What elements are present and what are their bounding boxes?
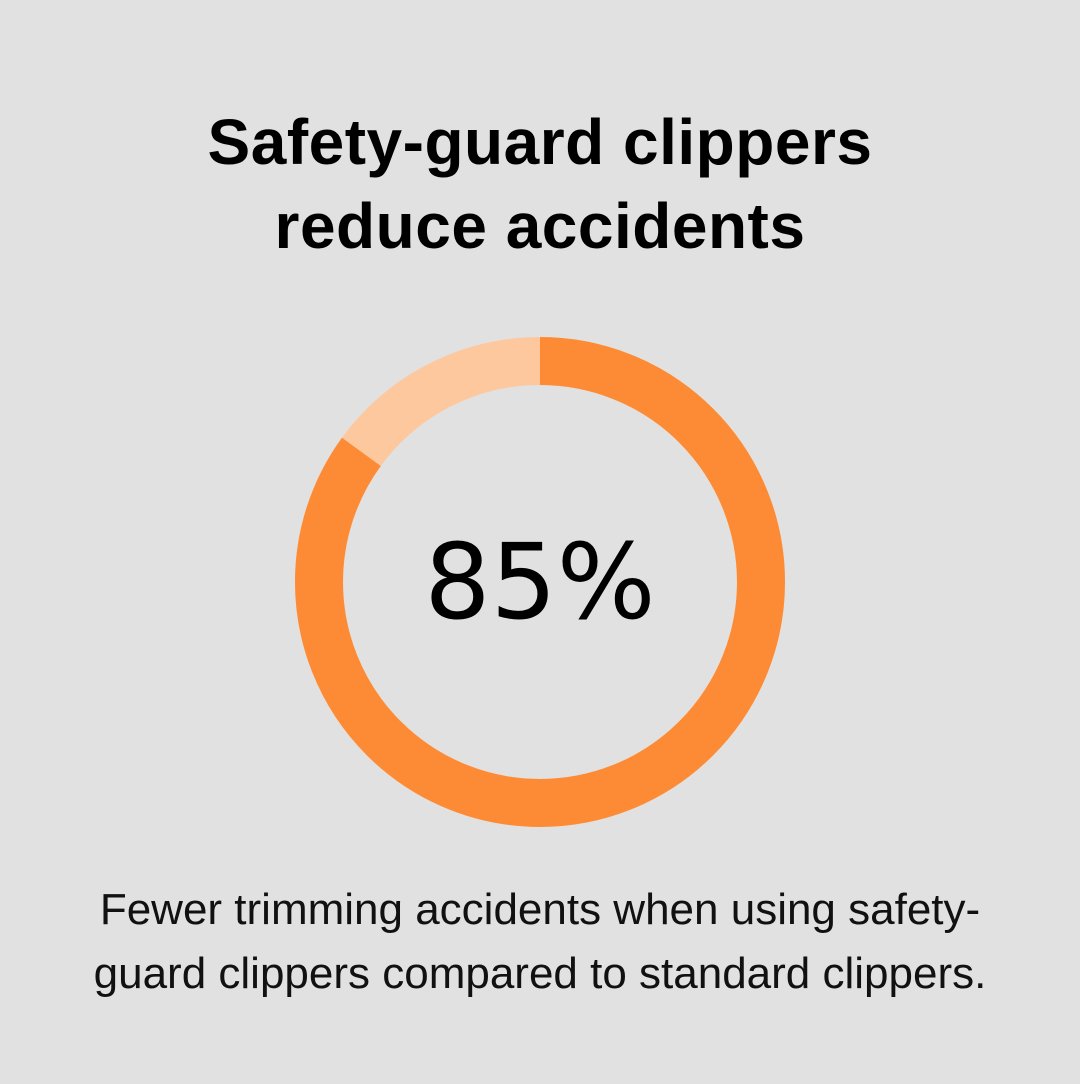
chart-title: Safety-guard clippers reduce accidents	[0, 100, 1080, 268]
center-percentage: 85%	[424, 521, 656, 643]
chart-title-line-1: Safety-guard clippers	[207, 106, 873, 178]
caption-line-2: guard clippers compared to standard clip…	[93, 949, 987, 998]
donut-value-segment	[295, 337, 785, 827]
chart-title-line-2: reduce accidents	[274, 190, 806, 262]
donut-chart	[295, 337, 785, 827]
caption-line-1: Fewer trimming accidents when using safe…	[99, 885, 981, 934]
caption: Fewer trimming accidents when using safe…	[20, 878, 1060, 1006]
